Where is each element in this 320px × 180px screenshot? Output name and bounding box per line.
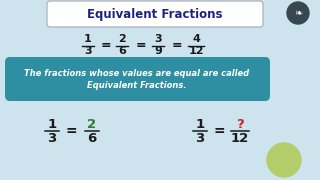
Text: 9: 9 xyxy=(154,46,162,56)
Text: =: = xyxy=(101,39,111,52)
Text: Equivalent Fractions.: Equivalent Fractions. xyxy=(87,82,187,91)
Text: =: = xyxy=(136,39,146,52)
Text: 1: 1 xyxy=(47,118,57,130)
Text: 3: 3 xyxy=(47,132,57,145)
Text: 6: 6 xyxy=(87,132,97,145)
Text: 3: 3 xyxy=(154,34,162,44)
Circle shape xyxy=(267,143,301,177)
FancyBboxPatch shape xyxy=(5,57,270,101)
Text: 2: 2 xyxy=(87,118,97,130)
FancyBboxPatch shape xyxy=(47,1,263,27)
Text: ?: ? xyxy=(236,118,244,130)
Text: The fractions whose values are equal are called: The fractions whose values are equal are… xyxy=(24,69,250,78)
Text: =: = xyxy=(65,124,77,138)
Text: ❧: ❧ xyxy=(294,8,302,18)
Text: =: = xyxy=(172,39,182,52)
Text: 12: 12 xyxy=(231,132,249,145)
Text: 1: 1 xyxy=(84,34,92,44)
Text: 6: 6 xyxy=(118,46,126,56)
Text: 3: 3 xyxy=(84,46,92,56)
Text: 1: 1 xyxy=(196,118,204,130)
Text: 12: 12 xyxy=(188,46,204,56)
Text: =: = xyxy=(213,124,225,138)
Text: 4: 4 xyxy=(192,34,200,44)
Text: 2: 2 xyxy=(118,34,126,44)
Text: 3: 3 xyxy=(196,132,204,145)
Circle shape xyxy=(287,2,309,24)
Text: Equivalent Fractions: Equivalent Fractions xyxy=(87,8,223,21)
